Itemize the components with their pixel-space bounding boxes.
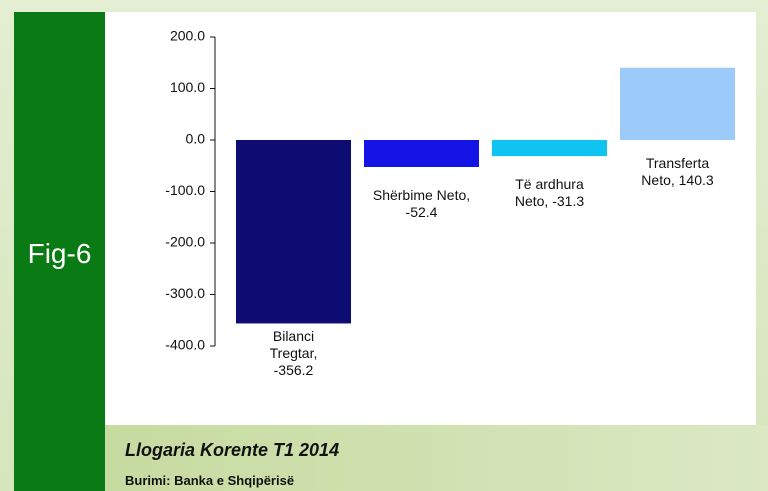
bar [620,67,735,140]
side-bar [14,12,105,491]
caption-band [105,425,768,491]
data-label: Bilanci Tregtar, -356.2 [269,328,318,379]
y-tick-label: 200.0 [170,28,205,44]
y-tick-label: -100.0 [165,182,205,198]
data-label: Të ardhura Neto, -31.3 [514,176,585,210]
chart-title: Llogaria Korente T1 2014 [125,440,340,460]
data-label: Shërbime Neto, -52.4 [372,186,471,220]
fig-label: Fig-6 [27,238,92,269]
y-tick-label: 0.0 [186,131,206,147]
y-tick-label: -200.0 [165,234,205,250]
bar [236,140,351,324]
source-note: Burimi: Banka e Shqipërisë [125,473,295,488]
y-tick-label: -400.0 [165,337,205,353]
bar [364,140,479,167]
y-tick-label: -300.0 [165,285,205,301]
data-label: Transferta Neto, 140.3 [641,155,714,188]
y-tick-label: 100.0 [170,79,205,95]
bar [492,140,607,157]
